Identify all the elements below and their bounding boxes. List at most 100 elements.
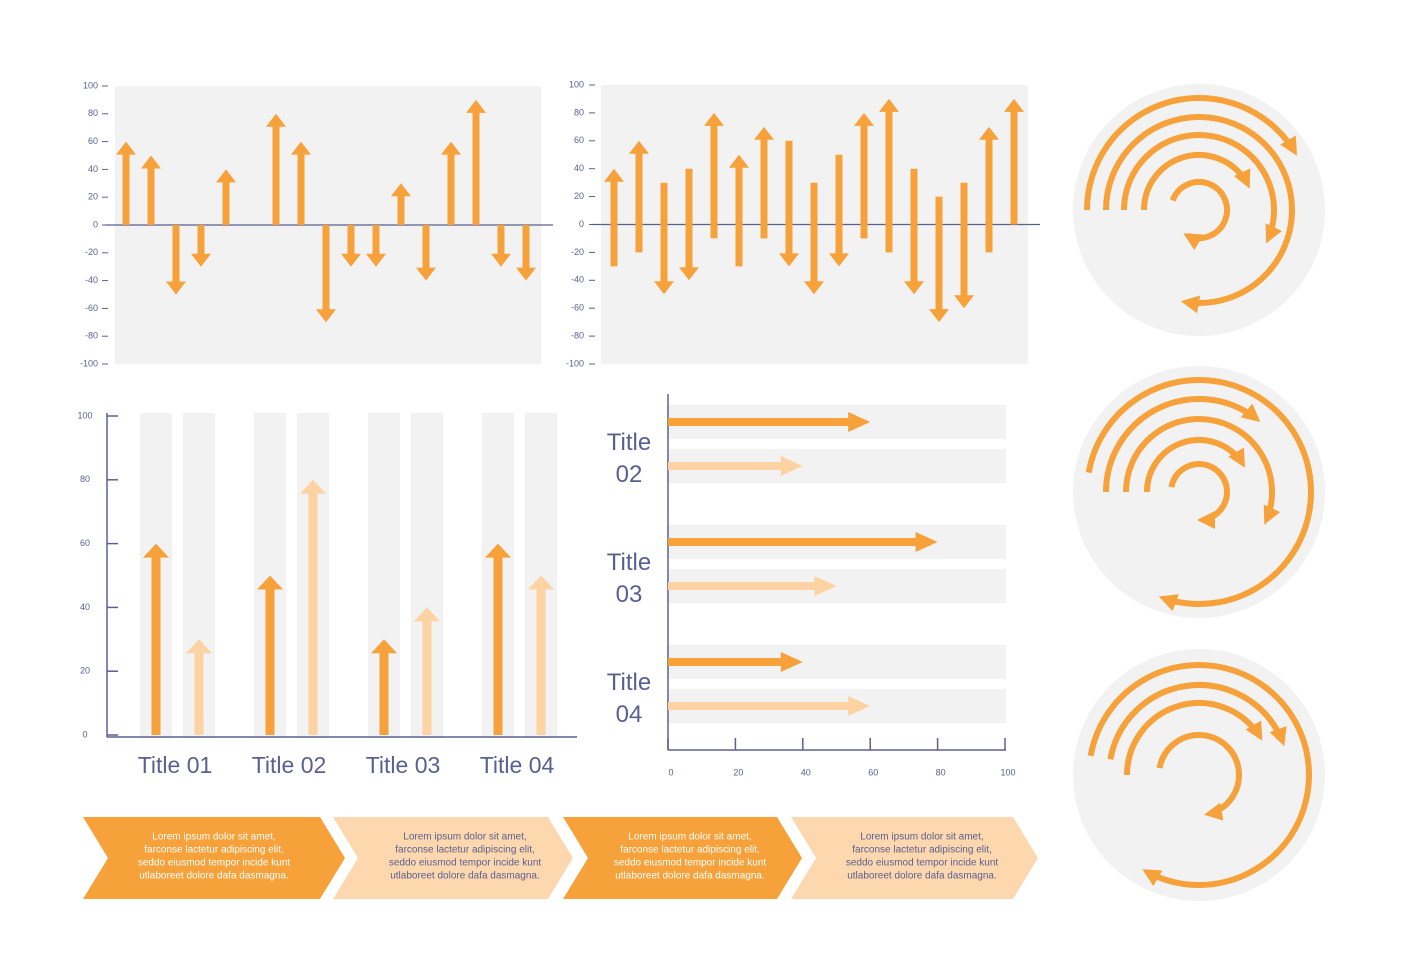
- circular-arrow: [1124, 700, 1259, 776]
- circular-arrow: [1156, 732, 1242, 816]
- x-tick-label: 100: [1000, 767, 1015, 777]
- arrow-bar: [257, 575, 283, 735]
- arrow-head: [1203, 802, 1224, 821]
- chevron-text: Lorem ipsum dolor sit amet,: [860, 832, 983, 843]
- chevron-text: farconse lactetur adipiscing elit,: [144, 845, 284, 856]
- circular-arrow: [1084, 95, 1290, 211]
- arrow-bar: [668, 412, 871, 432]
- arrow-head: [1245, 720, 1263, 741]
- circle-bg: [1073, 366, 1325, 618]
- x-tick-label: 20: [733, 767, 743, 777]
- y-tick-label: 100: [83, 80, 98, 90]
- arrow-bar: [391, 183, 411, 225]
- arrow-bar: [668, 652, 803, 672]
- x-tick-label: Title 01: [138, 752, 213, 778]
- arrow-head: [1265, 223, 1282, 244]
- arrow-bar: [668, 576, 837, 596]
- chevron: [563, 817, 802, 899]
- range-arrow: [604, 168, 624, 267]
- arrow-bar: [491, 225, 511, 267]
- arrow-bar: [143, 543, 169, 735]
- circular-arrow: [1141, 152, 1248, 211]
- y-tick-label: 60: [80, 538, 90, 548]
- chevron-text: utlaboreet dolore dafa dasmagna.: [847, 871, 997, 882]
- arrow-bar: [300, 479, 326, 735]
- chevron-text: farconse lactetur adipiscing elit,: [620, 845, 760, 856]
- y-tick-label: -80: [85, 331, 98, 341]
- y-tick-label: 80: [80, 474, 90, 484]
- chevron: [333, 817, 573, 899]
- arrow-bar: [116, 141, 136, 225]
- arrow-bar: [516, 225, 536, 281]
- y-tick-label: -80: [571, 330, 584, 340]
- category-label: Title 02: [606, 429, 652, 488]
- circular-arrow: [1168, 461, 1230, 523]
- y-tick-label: 0: [93, 219, 98, 229]
- y-tick-label: -20: [85, 247, 98, 257]
- range-arrow: [629, 140, 649, 253]
- arrow-bar: [416, 225, 436, 281]
- arrow-bar: [668, 696, 871, 716]
- y-tick-label: -60: [571, 303, 584, 313]
- arrow-head: [1158, 594, 1179, 612]
- chevron-text: Lorem ipsum dolor sit amet,: [628, 832, 751, 843]
- category-label: Title 04: [606, 669, 652, 728]
- chevron-text: farconse lactetur adipiscing elit,: [852, 845, 992, 856]
- x-tick-label: Title 02: [252, 752, 327, 778]
- range-arrow: [704, 112, 724, 239]
- range-arrow: [879, 98, 899, 253]
- y-tick-label: 80: [88, 108, 98, 118]
- arrow-bar: [186, 639, 212, 735]
- y-tick-label: -20: [571, 247, 584, 257]
- arrow-bar: [166, 225, 186, 295]
- range-arrow: [829, 154, 849, 267]
- chevron-text: utlaboreet dolore dafa dasmagna.: [615, 871, 765, 882]
- y-tick-label: 100: [77, 410, 92, 420]
- y-tick-label: 0: [82, 729, 87, 739]
- arrow-bar: [316, 225, 336, 323]
- arrow-bar: [466, 99, 486, 225]
- y-tick-label: 40: [88, 164, 98, 174]
- range-arrow: [679, 168, 699, 281]
- range-arrow: [729, 154, 749, 267]
- y-tick-label: 60: [574, 135, 584, 145]
- y-tick-label: -40: [571, 275, 584, 285]
- y-tick-label: -100: [566, 358, 584, 368]
- chevron-text: Lorem ipsum dolor sit amet,: [403, 832, 526, 843]
- chevron-text: seddo eiusmod tempor incide kunt: [389, 858, 542, 869]
- y-tick-label: -40: [85, 275, 98, 285]
- y-tick-label: 80: [574, 107, 584, 117]
- arrow-head: [1263, 504, 1281, 525]
- arrow-bar: [668, 532, 938, 552]
- arrow-head: [1280, 135, 1297, 156]
- range-arrow: [779, 140, 799, 267]
- chevron-text: utlaboreet dolore dafa dasmagna.: [390, 871, 540, 882]
- arrow-head: [1197, 511, 1215, 529]
- y-tick-label: 40: [80, 602, 90, 612]
- arrow-bar: [441, 141, 461, 225]
- arrow-bar: [141, 155, 161, 225]
- chevron-text: seddo eiusmod tempor incide kunt: [138, 858, 291, 869]
- circular-arrow: [1144, 437, 1243, 493]
- x-tick-label: Title 04: [480, 752, 555, 778]
- arrow-head: [1233, 168, 1251, 189]
- range-arrow: [1004, 98, 1024, 225]
- y-tick-label: 20: [80, 666, 90, 676]
- arrow-bar: [341, 225, 361, 267]
- x-tick-label: 80: [936, 767, 946, 777]
- arrow-bar: [528, 575, 554, 735]
- chevron: [83, 817, 345, 899]
- arrow-head: [1180, 295, 1201, 314]
- chevron-text: seddo eiusmod tempor incide kunt: [846, 858, 999, 869]
- arrow-bar: [291, 141, 311, 225]
- y-tick-label: -60: [85, 303, 98, 313]
- x-tick-label: Title 03: [366, 752, 441, 778]
- arrow-bar: [366, 225, 386, 267]
- x-tick-label: 0: [668, 767, 673, 777]
- chevron-text: seddo eiusmod tempor incide kunt: [614, 858, 767, 869]
- y-tick-label: 0: [579, 219, 584, 229]
- range-arrow: [654, 182, 674, 295]
- circular-arrow: [1087, 662, 1312, 888]
